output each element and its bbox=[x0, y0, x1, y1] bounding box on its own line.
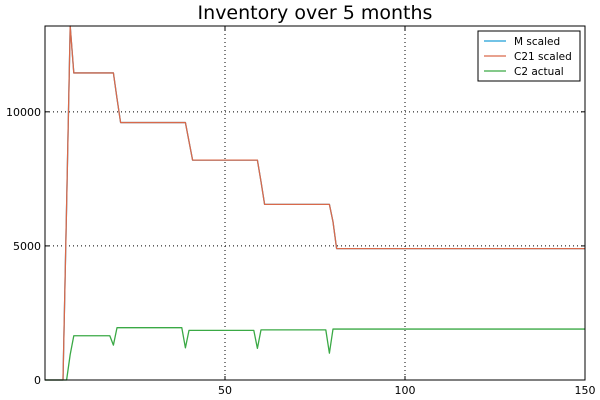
chart-title: Inventory over 5 months bbox=[198, 2, 433, 24]
x-tick-label: 50 bbox=[218, 384, 232, 397]
legend-label: M scaled bbox=[514, 36, 560, 48]
y-tick-label: 0 bbox=[34, 374, 41, 387]
legend-label: C21 scaled bbox=[514, 51, 572, 63]
series-lines bbox=[45, 25, 585, 381]
plot-area-frame bbox=[44, 25, 586, 381]
axis-ticks: 50 100 150 0 5000 10000 bbox=[6, 26, 596, 397]
legend: M scaled C21 scaled C2 actual bbox=[477, 30, 581, 82]
x-tick-label: 150 bbox=[575, 384, 596, 397]
legend-label: C2 actual bbox=[514, 66, 564, 78]
series-line-c2-actual bbox=[45, 327, 585, 381]
series-line-c21-scaled bbox=[45, 25, 585, 381]
x-tick-label: 100 bbox=[395, 384, 416, 397]
y-tick-label: 5000 bbox=[13, 240, 41, 253]
grid-lines bbox=[45, 26, 585, 380]
y-tick-label: 10000 bbox=[6, 106, 41, 119]
